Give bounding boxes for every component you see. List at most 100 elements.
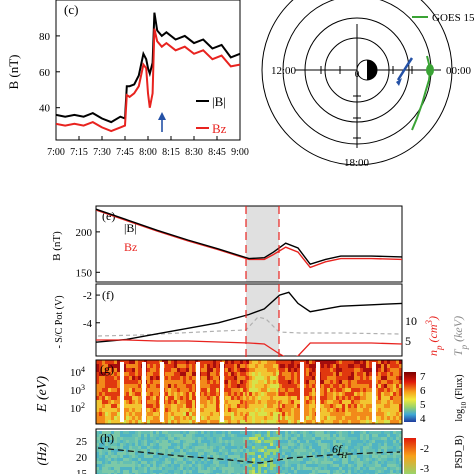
h-heat-cell bbox=[108, 443, 111, 446]
g-heat-cell bbox=[309, 392, 312, 396]
g-heat-cell bbox=[351, 420, 354, 424]
g-heat-cell bbox=[240, 392, 243, 396]
h-heat-cell bbox=[111, 434, 114, 437]
h-heat-cell bbox=[177, 470, 180, 473]
h-heat-cell bbox=[150, 434, 153, 437]
h-heat-cell bbox=[297, 431, 300, 434]
h-heat-cell bbox=[147, 449, 150, 452]
g-heat-cell bbox=[357, 360, 360, 364]
panel-e-series bbox=[96, 208, 402, 269]
g-heat-cell bbox=[183, 408, 186, 412]
h-heat-cell bbox=[117, 443, 120, 446]
h-heat-cell bbox=[174, 434, 177, 437]
g-heat-cell bbox=[369, 412, 372, 416]
g-heat-cell bbox=[351, 372, 354, 376]
g-heat-cell bbox=[357, 388, 360, 392]
g-heat-cell bbox=[147, 372, 150, 376]
g-heat-cell bbox=[363, 420, 366, 424]
g-heat-cell bbox=[282, 372, 285, 376]
h-heat-cell bbox=[261, 434, 264, 437]
h-heat-cell bbox=[237, 440, 240, 443]
h-heat-cell bbox=[348, 437, 351, 440]
g-heat-cell bbox=[243, 420, 246, 424]
c-xtick-label: 7:15 bbox=[70, 147, 88, 158]
g-heat-cell bbox=[357, 396, 360, 400]
g-heat-cell bbox=[153, 372, 156, 376]
g-heat-cell bbox=[345, 408, 348, 412]
h-heat-cell bbox=[177, 455, 180, 458]
h-heat-cell bbox=[366, 464, 369, 467]
g-heat-cell bbox=[240, 364, 243, 368]
g-heat-cell bbox=[327, 372, 330, 376]
g-heat-cell bbox=[345, 372, 348, 376]
h-heat-cell bbox=[399, 467, 402, 470]
g-heat-cell bbox=[213, 400, 216, 404]
h-heat-cell bbox=[321, 443, 324, 446]
g-heat-cell bbox=[321, 420, 324, 424]
g-heat-cell bbox=[282, 396, 285, 400]
h-heat-cell bbox=[174, 455, 177, 458]
h-heat-cell bbox=[213, 467, 216, 470]
h-heat-cell bbox=[99, 431, 102, 434]
g-heat-cell bbox=[228, 384, 231, 388]
panel-g-frame bbox=[95, 359, 403, 425]
h-heat-cell bbox=[111, 467, 114, 470]
h-heat-cell bbox=[318, 437, 321, 440]
g-heat-cell bbox=[114, 364, 117, 368]
h-heat-cell bbox=[156, 449, 159, 452]
h-heat-cell bbox=[243, 464, 246, 467]
g-heat-cell bbox=[249, 404, 252, 408]
h-heat-cell bbox=[189, 446, 192, 449]
g-heat-cell bbox=[327, 376, 330, 380]
h-heat-cell bbox=[270, 449, 273, 452]
h-heat-cell bbox=[129, 443, 132, 446]
h-heat-cell bbox=[201, 449, 204, 452]
h-heat-cell bbox=[264, 446, 267, 449]
g-heat-cell bbox=[153, 388, 156, 392]
g-heat-cell bbox=[153, 396, 156, 400]
h-heat-cell bbox=[192, 446, 195, 449]
h-heat-cell bbox=[96, 461, 99, 464]
g-heat-cell bbox=[270, 380, 273, 384]
g-heat-cell bbox=[285, 380, 288, 384]
g-heat-cell bbox=[321, 360, 324, 364]
g-heat-cell bbox=[342, 420, 345, 424]
g-heat-cell bbox=[333, 388, 336, 392]
h-heat-cell bbox=[306, 437, 309, 440]
h-heat-cell bbox=[237, 452, 240, 455]
g-heat-cell bbox=[303, 388, 306, 392]
g-heat-cell bbox=[138, 404, 141, 408]
g-heat-cell bbox=[183, 392, 186, 396]
h-heat-cell bbox=[240, 470, 243, 473]
c-xtick-label: 7:45 bbox=[116, 147, 134, 158]
g-heat-cell bbox=[213, 376, 216, 380]
g-heat-cell bbox=[177, 408, 180, 412]
h-heat-cell bbox=[393, 440, 396, 443]
g-heat-cell bbox=[366, 364, 369, 368]
h-heat-cell bbox=[396, 458, 399, 461]
g-heat-cell bbox=[333, 380, 336, 384]
h-heat-cell bbox=[120, 464, 123, 467]
g-heat-cell bbox=[258, 376, 261, 380]
g-heat-cell bbox=[180, 388, 183, 392]
h-heat-cell bbox=[342, 446, 345, 449]
h-heat-cell bbox=[129, 461, 132, 464]
h-heat-cell bbox=[396, 449, 399, 452]
h-heat-cell bbox=[261, 443, 264, 446]
h-heat-cell bbox=[393, 452, 396, 455]
h-heat-cell bbox=[207, 464, 210, 467]
g-heat-cell bbox=[288, 376, 291, 380]
g-heat-cell bbox=[288, 380, 291, 384]
g-heat-cell bbox=[330, 388, 333, 392]
h-heat-cell bbox=[129, 467, 132, 470]
h-heat-cell bbox=[123, 452, 126, 455]
h-heat-cell bbox=[237, 467, 240, 470]
h-heat-cell bbox=[291, 455, 294, 458]
h-heat-cell bbox=[267, 455, 270, 458]
h-heat-cell bbox=[171, 467, 174, 470]
g-heat-cell bbox=[327, 400, 330, 404]
g-heat-cell bbox=[105, 388, 108, 392]
g-heat-cell bbox=[231, 380, 234, 384]
h-heat-cell bbox=[267, 461, 270, 464]
g-heat-cell bbox=[189, 360, 192, 364]
